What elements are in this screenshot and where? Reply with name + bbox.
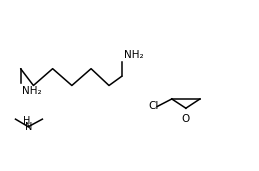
Text: Cl: Cl	[149, 101, 159, 111]
Text: H: H	[23, 116, 30, 126]
Text: N: N	[25, 122, 32, 132]
Text: NH₂: NH₂	[124, 50, 143, 60]
Text: NH₂: NH₂	[22, 86, 42, 95]
Text: O: O	[182, 114, 190, 124]
